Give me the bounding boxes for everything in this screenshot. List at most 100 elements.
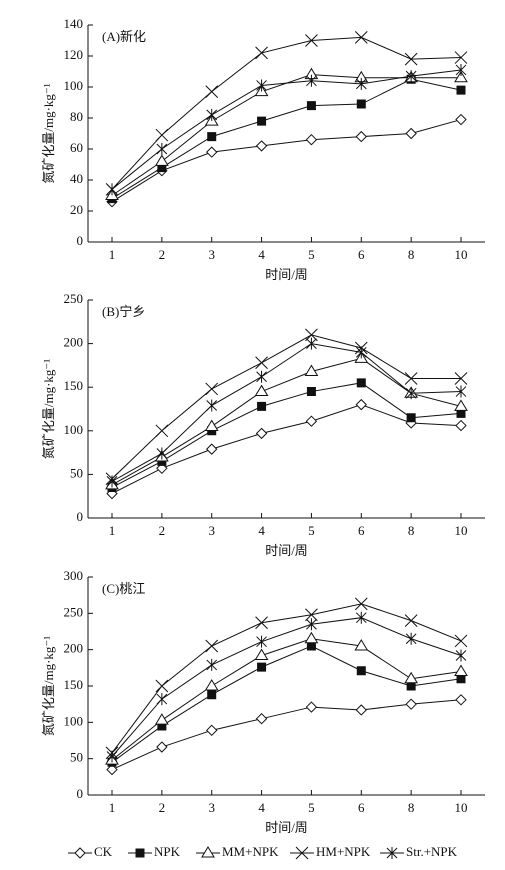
series-line [111, 617, 462, 757]
marker [456, 85, 466, 95]
marker [404, 614, 418, 627]
x-tick-label: 5 [308, 523, 315, 538]
marker [257, 116, 267, 126]
series-line [111, 119, 462, 203]
x-tick-label: 3 [208, 800, 215, 815]
y-tick-label: 150 [64, 677, 84, 692]
marker [206, 724, 218, 737]
marker [306, 74, 317, 87]
x-tick-label: 4 [258, 523, 265, 538]
marker [356, 378, 366, 388]
y-tick-label: 300 [64, 568, 84, 583]
marker [106, 475, 118, 488]
marker [405, 70, 417, 83]
marker [206, 399, 218, 412]
marker [306, 387, 316, 397]
marker [404, 52, 418, 66]
y-tick-label: 120 [64, 47, 84, 62]
marker [454, 634, 468, 648]
marker [454, 51, 468, 64]
legend-label: Str.+NPK [406, 844, 458, 859]
series-line [111, 603, 462, 754]
marker [404, 372, 418, 385]
marker [255, 616, 268, 630]
series-line [111, 36, 462, 190]
x-axis-label: 时间/周 [265, 820, 308, 835]
legend-label: HM+NPK [316, 844, 371, 859]
marker [356, 99, 366, 109]
y-tick-label: 200 [64, 641, 84, 656]
marker [106, 183, 118, 196]
y-tick-label: 250 [64, 604, 84, 619]
y-axis-label: 氮矿化量/mg·kg⁻¹ [41, 636, 56, 736]
marker [256, 635, 267, 648]
marker [205, 85, 219, 99]
marker [355, 130, 367, 143]
y-tick-label: 40 [70, 171, 83, 186]
legend-label: MM+NPK [222, 844, 279, 859]
legend-label: NPK [154, 844, 181, 859]
y-tick-label: 50 [70, 750, 83, 765]
x-tick-label: 1 [109, 523, 116, 538]
marker [207, 132, 217, 142]
marker [255, 46, 268, 60]
y-tick-label: 140 [64, 16, 84, 31]
panel-title: (C)桃江 [102, 581, 145, 596]
marker [206, 146, 218, 158]
marker [255, 712, 268, 725]
marker [355, 346, 367, 359]
x-tick-label: 5 [308, 800, 315, 815]
x-tick-label: 4 [258, 247, 265, 262]
marker [354, 597, 368, 611]
marker [255, 140, 268, 152]
marker [356, 666, 366, 676]
y-tick-label: 100 [64, 422, 84, 437]
y-axis-label: 氮矿化量/mg·kg⁻¹ [41, 359, 56, 459]
series-line [111, 343, 462, 482]
x-tick-label: 1 [109, 247, 116, 262]
x-tick-label: 2 [159, 800, 166, 815]
series-line [111, 357, 462, 486]
marker [305, 415, 318, 427]
series-line [111, 638, 462, 761]
marker [206, 658, 218, 671]
x-tick-label: 8 [408, 247, 415, 262]
marker [205, 639, 219, 653]
marker [204, 679, 219, 691]
y-tick-label: 100 [64, 78, 84, 93]
x-tick-label: 2 [159, 247, 166, 262]
marker [305, 328, 318, 342]
x-axis-label: 时间/周 [265, 543, 308, 558]
marker [156, 693, 168, 706]
marker [405, 632, 417, 645]
marker [355, 398, 367, 411]
y-tick-label: 0 [77, 786, 84, 801]
marker [455, 694, 467, 706]
y-tick-label: 20 [70, 202, 83, 217]
marker [257, 662, 267, 672]
y-tick-label: 60 [70, 140, 83, 155]
marker [156, 143, 168, 155]
series-line [111, 78, 462, 200]
x-tick-label: 6 [358, 523, 365, 538]
marker [454, 664, 468, 676]
x-tick-label: 10 [455, 247, 468, 262]
marker [455, 63, 467, 76]
marker [454, 372, 468, 385]
x-axis-label: 时间/周 [265, 267, 308, 282]
marker [207, 690, 217, 700]
y-tick-label: 80 [70, 109, 83, 124]
marker [256, 370, 267, 383]
marker [206, 443, 218, 455]
series-line [111, 69, 462, 190]
marker [255, 427, 268, 440]
x-tick-label: 4 [258, 800, 265, 815]
marker [306, 101, 316, 111]
marker [354, 639, 369, 651]
marker [454, 399, 468, 411]
marker [156, 741, 168, 753]
series-line [111, 699, 462, 771]
x-tick-label: 8 [408, 523, 415, 538]
marker [305, 608, 318, 622]
